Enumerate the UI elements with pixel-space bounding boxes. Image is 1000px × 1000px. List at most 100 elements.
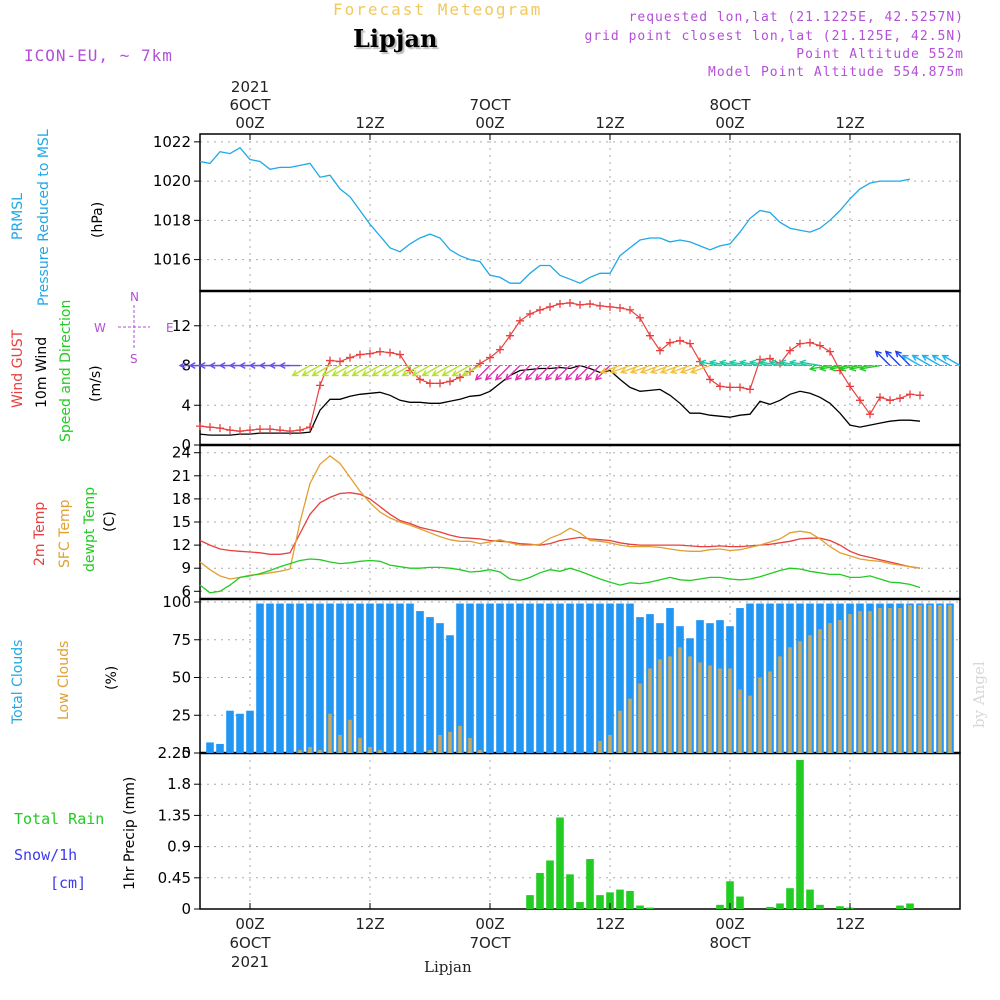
gust-marker	[656, 346, 664, 355]
total-cloud-bar	[626, 603, 634, 753]
total-cloud-bar	[566, 603, 574, 753]
rain-bar	[536, 872, 544, 909]
wind-arrow-head	[278, 362, 286, 370]
wind-arrow-head	[689, 367, 698, 374]
gust-marker	[346, 353, 354, 362]
wind-arrow-head	[848, 364, 857, 372]
wind-arrow-head	[718, 359, 727, 367]
wind-arrow-head	[381, 370, 389, 377]
wind-arrow-head	[208, 362, 216, 370]
wind-arrow-head	[331, 370, 339, 377]
rain-bar	[626, 890, 634, 909]
wind-arrow	[620, 364, 641, 374]
total-cloud-bar	[576, 603, 584, 753]
gust-marker	[916, 391, 924, 400]
wind-arrow	[565, 365, 581, 381]
total-rain-label: Total Rain	[14, 810, 105, 828]
wind-arrow-head	[818, 364, 827, 372]
gust-marker	[556, 299, 564, 308]
wind-arrow-head	[594, 373, 602, 381]
wind-arrow-head	[401, 370, 409, 377]
total-cloud-bar	[206, 742, 214, 753]
total-cloud-bar	[246, 710, 254, 753]
gust-marker	[216, 424, 224, 433]
pressure-frame	[199, 133, 961, 292]
wind-arrow-head	[639, 367, 648, 374]
wind-arrow	[650, 364, 671, 374]
wind-arrow-head	[619, 367, 628, 374]
total-cloud-bar	[466, 603, 474, 753]
rain-bar	[716, 904, 724, 909]
pressure-panel	[194, 133, 961, 292]
wind-arrow	[800, 361, 821, 367]
wind-arrow-head	[788, 359, 797, 367]
pressure-ytick-label: 1020	[153, 172, 191, 190]
wind-arrow	[710, 361, 731, 367]
precip-ytick-label: 0.9	[167, 838, 191, 856]
rain-bar	[546, 860, 554, 909]
temp-ytick-label: 18	[172, 490, 191, 508]
temp-ytick-label: 15	[172, 513, 191, 531]
wind-arrow	[600, 364, 621, 374]
wind10-line	[199, 364, 921, 436]
wind-arrow-head	[268, 362, 276, 370]
wind-arrow-head	[218, 362, 226, 370]
gust-marker	[536, 305, 544, 314]
wind-arrow-head	[351, 370, 359, 377]
wind-arrow-head	[941, 354, 949, 362]
wind-arrow	[700, 361, 721, 367]
gust-marker	[876, 393, 884, 402]
gust-marker	[546, 302, 554, 311]
gust-marker	[636, 313, 644, 322]
low-cloud-bar	[368, 746, 372, 753]
low-cloud-bar	[638, 683, 642, 753]
gust-marker	[526, 309, 534, 318]
precip-ytick-label: 1.35	[158, 806, 191, 824]
low-cloud-bar	[428, 749, 432, 753]
pressure-ytick-label: 1022	[153, 133, 191, 151]
low-cloud-bar	[438, 734, 442, 753]
total-cloud-bar	[306, 603, 314, 753]
wind-arrow-head	[874, 350, 882, 358]
gust-marker	[686, 339, 694, 348]
rain-bar	[586, 859, 594, 909]
gust-marker	[626, 305, 634, 314]
wind-arrow-head	[484, 373, 492, 381]
gust-marker	[576, 300, 584, 309]
rain-bar	[576, 902, 584, 909]
gust-marker	[366, 349, 374, 358]
wind-arrow-head	[441, 370, 449, 377]
total-cloud-bar	[286, 603, 294, 753]
gust-marker	[396, 350, 404, 359]
total-cloud-bar	[326, 603, 334, 753]
bottom-time-label: 6OCT	[230, 934, 272, 952]
footer-location: Lipjan	[424, 958, 472, 976]
wind-arrow-head	[921, 354, 929, 362]
wind-arrow	[432, 364, 451, 377]
wind-arrow	[690, 364, 711, 374]
wind-arrow	[640, 364, 661, 374]
low-cloud-bar	[628, 698, 632, 753]
low-cloud-bar	[598, 740, 602, 753]
gust-marker	[856, 396, 864, 405]
gust-marker	[226, 426, 234, 435]
wind-arrow	[302, 364, 321, 377]
wind-arrow	[902, 354, 921, 367]
wind-arrow	[740, 361, 761, 367]
total-cloud-bar	[416, 611, 424, 753]
wind-arrow-head	[911, 354, 919, 362]
point-altitude: Point Altitude 552m	[796, 47, 964, 62]
low-cloud-bar	[768, 671, 772, 753]
wind-arrow-head	[311, 370, 319, 377]
top-time-label: 7OCT	[470, 96, 512, 114]
wind-arrow	[452, 364, 471, 377]
total-cloud-bar	[746, 603, 754, 753]
total-cloud-bar	[586, 603, 594, 753]
wind-arrow-head	[698, 359, 707, 367]
bottom-time-label: 12Z	[355, 915, 384, 933]
rain-bar	[806, 889, 814, 909]
wind-arrow-head	[894, 350, 902, 358]
low-cloud-bar	[818, 629, 822, 753]
model-altitude: Model Point Altitude 554.875m	[708, 65, 964, 80]
compass-cross	[118, 305, 150, 349]
